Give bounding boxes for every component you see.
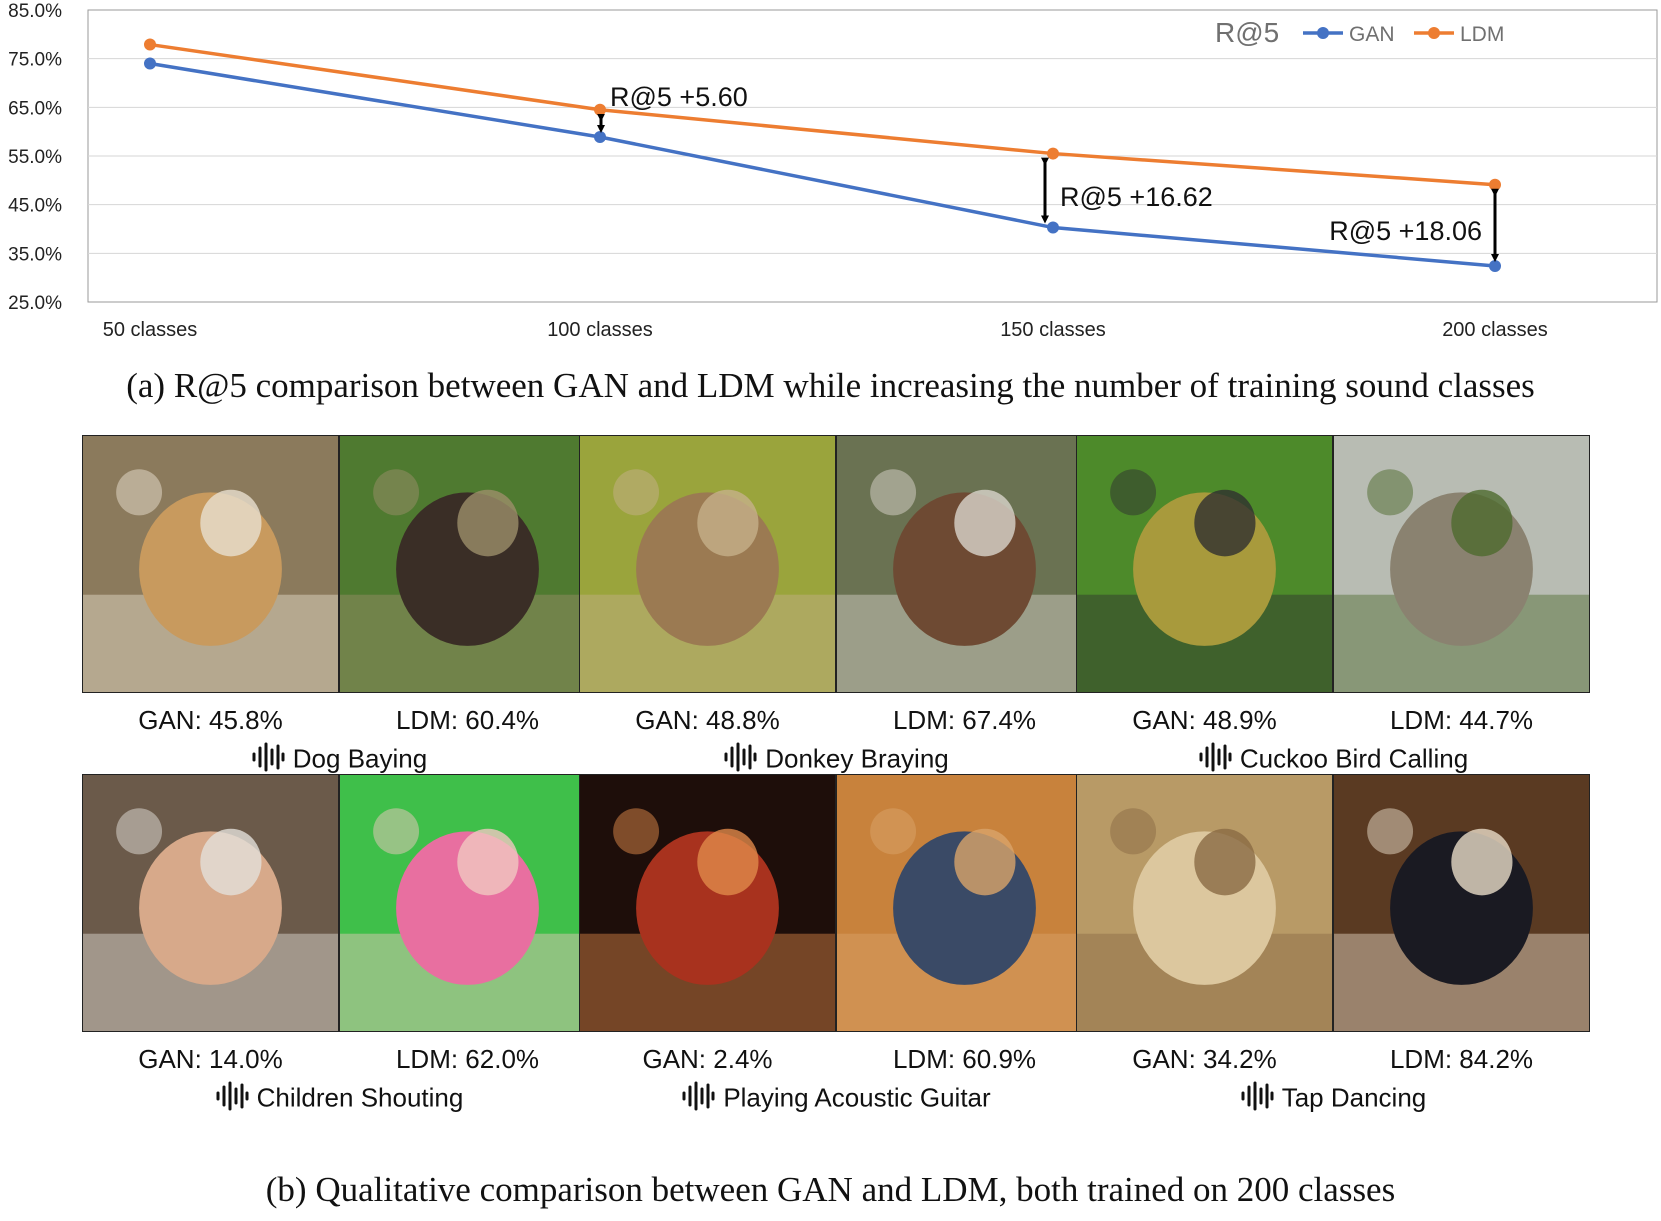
- gan-score: GAN: 14.0%: [138, 1044, 283, 1074]
- y-tick-label: 35.0%: [8, 244, 62, 265]
- ldm-score: LDM: 60.4%: [395, 705, 540, 735]
- legend-title: R@5: [1215, 17, 1279, 48]
- caption-b: (b) Qualitative comparison between GAN a…: [265, 1170, 1396, 1209]
- gan-score: GAN: 2.4%: [642, 1044, 773, 1074]
- sound-class-text: Children Shouting: [256, 1082, 464, 1113]
- ldm-score: LDM: 44.7%: [1389, 705, 1534, 735]
- sound-class-text: Playing Acoustic Guitar: [723, 1082, 991, 1113]
- gan-score: GAN: 48.9%: [1132, 705, 1277, 735]
- y-tick-label: 45.0%: [8, 196, 62, 217]
- example-panel: GAN: 2.4% LDM: 60.9% Playing Acoustic Guit…: [579, 774, 1093, 1112]
- series-line-ldm: [149, 42, 1496, 187]
- ldm-generated-image: [836, 435, 1093, 693]
- sound-class-label: Dog Baying: [82, 742, 596, 779]
- ldm-score: LDM: 84.2%: [1389, 1044, 1534, 1074]
- gan-generated-image: [579, 774, 836, 1032]
- sound-class-label: Playing Acoustic Guitar: [579, 1081, 1093, 1118]
- legend-marker: [1428, 27, 1440, 39]
- sound-class-label: Cuckoo Bird Calling: [1076, 742, 1590, 779]
- point-gan: [1047, 221, 1059, 234]
- example-panel: GAN: 34.2% LDM: 84.2% Tap Dancing: [1076, 774, 1590, 1112]
- sound-wave-icon: [1198, 742, 1232, 779]
- sound-class-label: Children Shouting: [82, 1081, 596, 1118]
- gan-generated-image: [1076, 435, 1333, 693]
- legend-marker: [1317, 27, 1329, 39]
- sound-wave-icon: [251, 742, 285, 779]
- ldm-generated-image: [836, 774, 1093, 1032]
- legend-label: GAN: [1349, 23, 1395, 46]
- sound-wave-icon: [215, 1081, 249, 1118]
- legend-label: LDM: [1460, 23, 1504, 46]
- caption-a: (a) R@5 comparison between GAN and LDM w…: [126, 366, 1535, 405]
- point-ldm: [1047, 147, 1059, 160]
- series-line-gan: [149, 61, 1496, 268]
- point-ldm: [1489, 178, 1501, 191]
- sound-class-text: Tap Dancing: [1281, 1082, 1427, 1113]
- ldm-score: LDM: 67.4%: [892, 705, 1037, 735]
- x-tick-label: 150 classes: [1000, 319, 1106, 341]
- ldm-generated-image: [1333, 774, 1590, 1032]
- ldm-generated-image: [1333, 435, 1590, 693]
- gan-score: GAN: 34.2%: [1132, 1044, 1277, 1074]
- y-tick-label: 85.0%: [8, 1, 62, 22]
- gap-annotation: R@5 +18.06: [1329, 216, 1482, 246]
- gan-generated-image: [82, 774, 339, 1032]
- ldm-generated-image: [339, 774, 596, 1032]
- y-tick-label: 65.0%: [8, 98, 62, 119]
- sound-class-label: Tap Dancing: [1076, 1081, 1590, 1118]
- gan-generated-image: [1076, 774, 1333, 1032]
- sound-class-label: Donkey Braying: [579, 742, 1093, 779]
- r5-line-chart: 85.0% 75.0% 65.0% 55.0% 45.0% 35.0% 25.0% 50 cl…: [8, 1, 1658, 341]
- point-gan: [1489, 259, 1501, 272]
- gan-score: GAN: 48.8%: [635, 705, 780, 735]
- gap-annotation: R@5 +5.60: [610, 82, 748, 112]
- example-panel: GAN: 45.8% LDM: 60.4% Dog Baying: [82, 435, 596, 773]
- example-panel: GAN: 14.0% LDM: 62.0% Children Shouting: [82, 774, 596, 1112]
- sound-wave-icon: [681, 1081, 715, 1118]
- y-tick-label: 25.0%: [8, 293, 62, 314]
- gan-generated-image: [579, 435, 836, 693]
- gan-generated-image: [82, 435, 339, 693]
- example-panel: GAN: 48.9% LDM: 44.7% Cuckoo Bird Calling: [1076, 435, 1590, 773]
- y-tick-label: 75.0%: [8, 50, 62, 71]
- point-gan: [144, 57, 156, 70]
- gap-annotation: R@5 +16.62: [1060, 182, 1213, 212]
- x-tick-label: 50 classes: [103, 319, 198, 341]
- point-ldm: [144, 38, 156, 51]
- sound-class-text: Donkey Braying: [765, 743, 949, 774]
- sound-wave-icon: [1240, 1081, 1274, 1118]
- point-gan: [594, 131, 606, 144]
- example-panel: GAN: 48.8% LDM: 67.4% Donkey Braying: [579, 435, 1093, 773]
- y-tick-label: 55.0%: [8, 147, 62, 168]
- x-tick-label: 200 classes: [1442, 319, 1548, 341]
- gan-score: GAN: 45.8%: [138, 705, 283, 735]
- ldm-score: LDM: 62.0%: [395, 1044, 540, 1074]
- ldm-score: LDM: 60.9%: [892, 1044, 1037, 1074]
- sound-class-text: Dog Baying: [292, 743, 428, 774]
- point-ldm: [594, 103, 606, 116]
- x-tick-label: 100 classes: [547, 319, 653, 341]
- ldm-generated-image: [339, 435, 596, 693]
- sound-class-text: Cuckoo Bird Calling: [1239, 743, 1469, 774]
- sound-wave-icon: [723, 742, 757, 779]
